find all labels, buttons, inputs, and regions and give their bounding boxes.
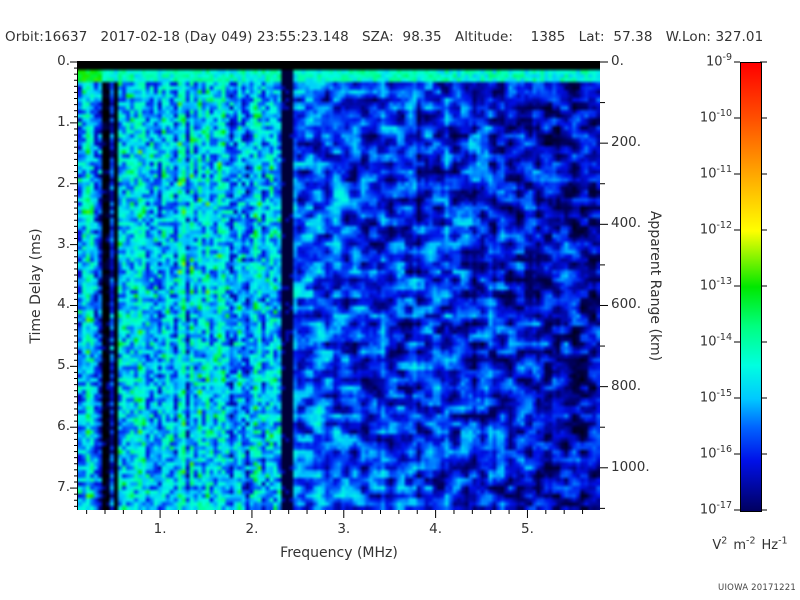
- y-right-tick-label: 200.: [611, 134, 642, 151]
- y-right-tick-label: 600.: [611, 296, 642, 313]
- y-axis-right-title: Apparent Range (km): [647, 210, 663, 362]
- spectrogram-heatmap: [78, 62, 600, 510]
- y-left-tick-label: 2.: [57, 174, 70, 191]
- colorbar-tick-label: 10-16: [699, 444, 732, 462]
- colorbar-tick-label: 10-12: [699, 220, 732, 238]
- colorbar-units-label: V2 m-2 Hz-1: [712, 536, 788, 554]
- y-right-tick-label: 800.: [611, 377, 642, 394]
- y-right-tick-label: 1000.: [611, 458, 650, 475]
- y-left-tick-label: 5.: [57, 357, 70, 374]
- y-right-tick-label: 0.: [611, 53, 624, 69]
- colorbar-tick-label: 10-15: [699, 388, 732, 406]
- colorbar-tick-label: 10-14: [699, 332, 732, 350]
- colorbar-tick-label: 10-17: [699, 500, 732, 518]
- x-tick-label: 5.: [520, 521, 534, 537]
- y-right-tick-label: 400.: [611, 215, 642, 232]
- colorbar-tick-label: 10-11: [699, 164, 732, 182]
- y-left-tick-label: 3.: [57, 235, 70, 252]
- colorbar-tick-label: 10-10: [699, 108, 732, 126]
- x-tick-label: 2.: [245, 521, 259, 537]
- y-left-tick-label: 6.: [57, 418, 70, 435]
- ephemeris-header: Orbit:16637 2017-02-18 (Day 049) 23:55:2…: [5, 29, 764, 45]
- y-left-tick-label: 7.: [57, 479, 70, 496]
- credit-stamp: UIOWA 20171221: [718, 583, 796, 593]
- y-left-tick-label: 1.: [57, 113, 70, 130]
- colorbar-tick-label: 10-13: [699, 276, 732, 294]
- x-tick-label: 1.: [153, 521, 167, 537]
- y-left-tick-label: 4.: [57, 296, 70, 313]
- colorbar-tick-label: 10-9: [705, 52, 732, 70]
- x-axis-title: Frequency (MHz): [280, 545, 398, 561]
- y-left-tick-label: 0.: [57, 53, 70, 69]
- colorbar: [740, 62, 762, 512]
- x-tick-label: 4.: [429, 521, 443, 537]
- x-tick-label: 3.: [337, 521, 351, 537]
